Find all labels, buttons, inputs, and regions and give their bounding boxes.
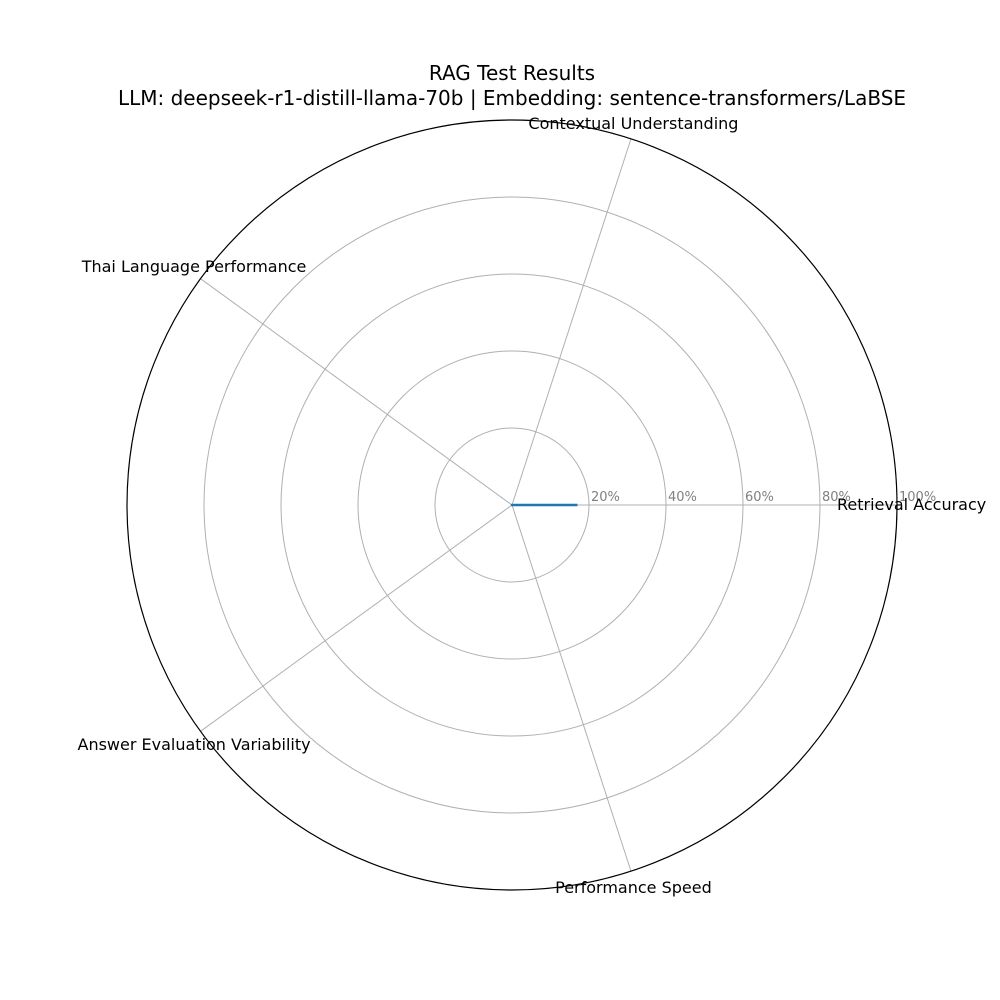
rtick-label-3: 80% [822, 490, 851, 505]
chart-title: RAG Test Results [429, 61, 595, 85]
rtick-label-0: 20% [591, 490, 620, 505]
axis-label-layer: Retrieval Accuracy Contextual Understandi… [78, 114, 987, 897]
rtick-label-1: 40% [668, 490, 697, 505]
tick-label-layer: 20% 40% 60% 80% 100% [591, 490, 936, 505]
category-label-2: Thai Language Performance [81, 257, 307, 276]
chart-subtitle: LLM: deepseek-r1-distill-llama-70b | Emb… [118, 86, 906, 110]
spoke-1 [511, 138, 632, 506]
rtick-label-2: 60% [745, 490, 774, 505]
category-label-3: Answer Evaluation Variability [78, 735, 311, 754]
outer-frame [126, 119, 898, 891]
category-label-1: Contextual Understanding [528, 114, 738, 133]
rtick-label-4: 100% [899, 490, 936, 505]
category-label-0: Retrieval Accuracy [837, 495, 986, 514]
spoke-3 [200, 504, 513, 732]
spoke-2 [200, 278, 513, 506]
spoke-4 [511, 504, 632, 872]
category-label-4: Performance Speed [555, 878, 712, 897]
